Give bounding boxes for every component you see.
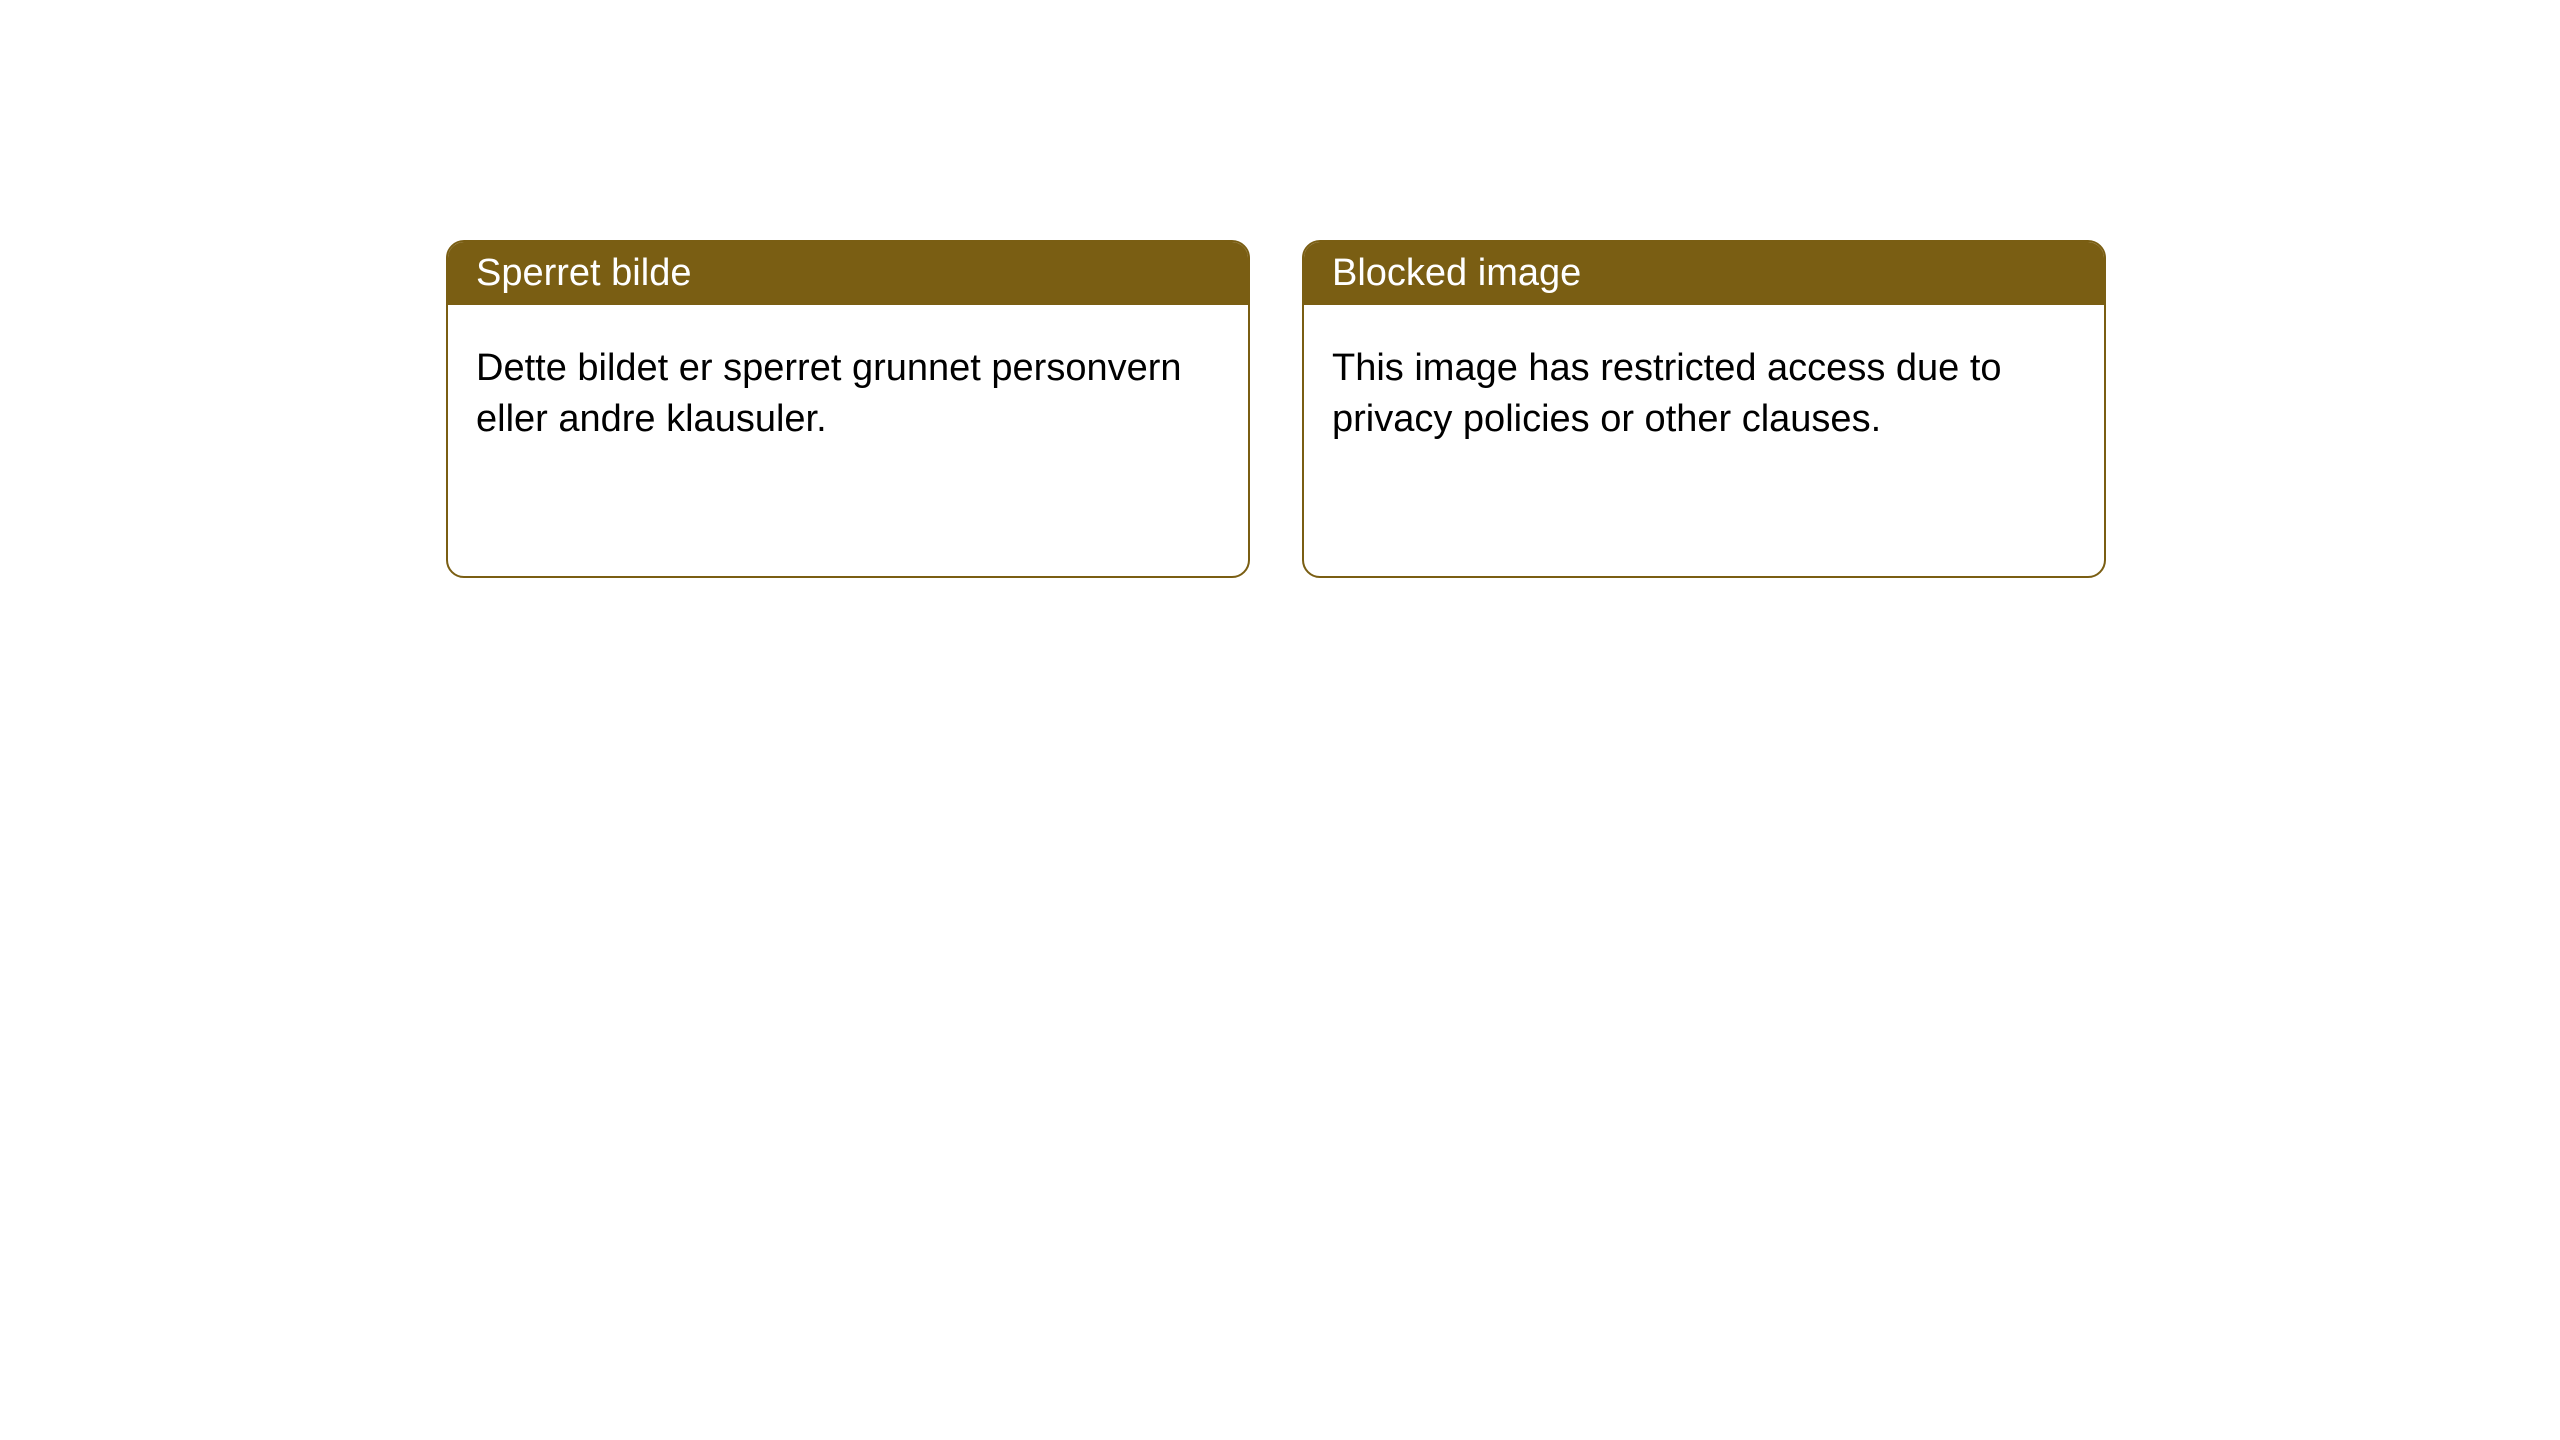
blocked-image-card-no: Sperret bilde Dette bildet er sperret gr… — [446, 240, 1250, 578]
card-body: Dette bildet er sperret grunnet personve… — [448, 305, 1248, 484]
card-header-text: Blocked image — [1332, 252, 1581, 294]
card-header-text: Sperret bilde — [476, 252, 691, 294]
card-header: Sperret bilde — [448, 242, 1248, 305]
card-body-text: Dette bildet er sperret grunnet personve… — [476, 347, 1182, 440]
card-header: Blocked image — [1304, 242, 2104, 305]
card-body: This image has restricted access due to … — [1304, 305, 2104, 484]
notice-cards-container: Sperret bilde Dette bildet er sperret gr… — [0, 0, 2560, 578]
card-body-text: This image has restricted access due to … — [1332, 347, 2002, 440]
blocked-image-card-en: Blocked image This image has restricted … — [1302, 240, 2106, 578]
